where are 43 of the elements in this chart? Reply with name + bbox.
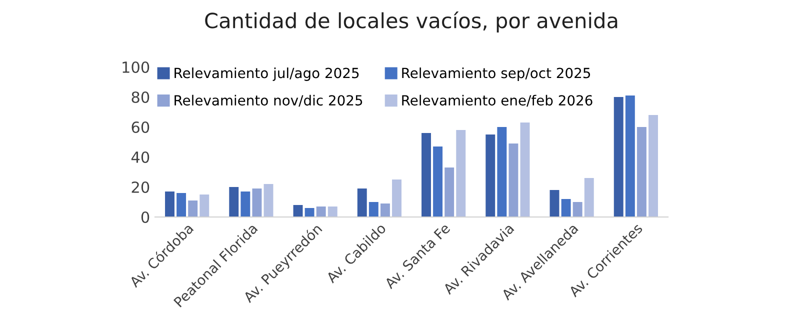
y-tick-label: 40 xyxy=(131,151,150,164)
bar xyxy=(433,146,443,217)
bar xyxy=(200,194,210,217)
bar xyxy=(584,178,594,217)
bar xyxy=(380,204,390,217)
bar xyxy=(614,97,624,217)
bar xyxy=(229,187,239,217)
legend-label: Relevamiento sep/oct 2025 xyxy=(402,68,590,81)
legend-label: Relevamiento ene/feb 2026 xyxy=(402,94,592,107)
bar xyxy=(456,130,466,217)
y-tick-label: 0 xyxy=(141,211,150,224)
bar xyxy=(188,200,198,217)
bar xyxy=(497,127,507,217)
bar xyxy=(648,115,658,217)
bar xyxy=(357,188,367,217)
y-tick-label: 20 xyxy=(132,181,150,194)
bar xyxy=(572,202,582,217)
y-tick-label: 60 xyxy=(132,121,150,134)
bar xyxy=(165,192,174,217)
bar xyxy=(328,206,338,217)
bar xyxy=(508,144,518,217)
bar xyxy=(561,199,571,217)
bar xyxy=(264,184,274,217)
bar xyxy=(368,202,378,217)
bar xyxy=(625,96,635,217)
bar xyxy=(293,205,303,217)
bar xyxy=(316,206,326,217)
bar xyxy=(422,133,431,217)
bar xyxy=(486,134,496,217)
chart-title: Cantidad de locales vacíos, por avenida xyxy=(205,11,618,32)
bar xyxy=(444,168,454,217)
bar xyxy=(304,208,314,217)
legend-label: Relevamiento jul/ago 2025 xyxy=(174,68,359,81)
bar xyxy=(176,193,186,217)
bar xyxy=(636,127,646,217)
bar xyxy=(252,188,262,217)
y-tick-label: 80 xyxy=(132,91,150,104)
legend-label: Relevamiento nov/dic 2025 xyxy=(174,94,362,107)
bar xyxy=(392,180,402,217)
bar xyxy=(520,122,530,217)
bar xyxy=(550,190,560,217)
y-tick-label: 100 xyxy=(122,61,150,74)
bar xyxy=(240,192,250,217)
